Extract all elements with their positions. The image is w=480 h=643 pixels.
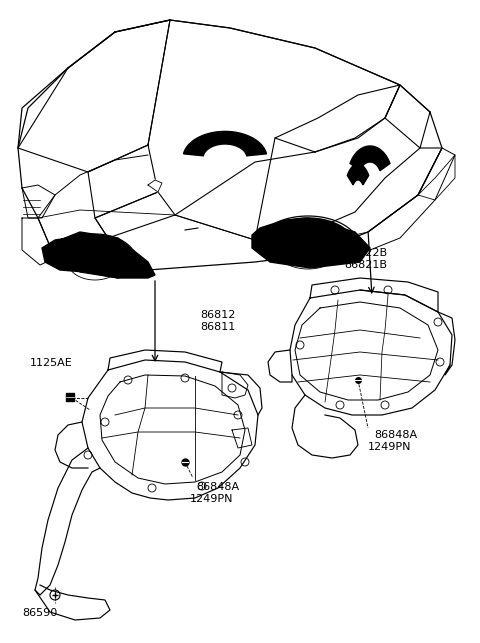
Polygon shape (42, 232, 155, 278)
Polygon shape (348, 164, 369, 185)
Text: 1249PN: 1249PN (368, 442, 411, 452)
Polygon shape (59, 237, 131, 257)
Polygon shape (275, 85, 400, 152)
Polygon shape (252, 218, 370, 268)
Text: 1249PN: 1249PN (190, 494, 233, 504)
Text: 1125AE: 1125AE (30, 358, 73, 368)
Text: 86590: 86590 (22, 608, 57, 618)
Text: 86848A: 86848A (196, 482, 239, 492)
Text: 86812: 86812 (200, 310, 235, 320)
Text: 86848A: 86848A (374, 430, 417, 440)
Polygon shape (148, 180, 162, 192)
Text: 86811: 86811 (200, 322, 235, 332)
Text: 86822B: 86822B (344, 248, 387, 258)
Text: 86821B: 86821B (344, 260, 387, 270)
Polygon shape (350, 146, 390, 171)
Polygon shape (95, 192, 175, 238)
Polygon shape (263, 218, 354, 242)
Bar (66, 393, 74, 401)
Polygon shape (183, 131, 266, 156)
Polygon shape (18, 20, 170, 172)
Polygon shape (385, 85, 430, 148)
Polygon shape (88, 145, 158, 218)
